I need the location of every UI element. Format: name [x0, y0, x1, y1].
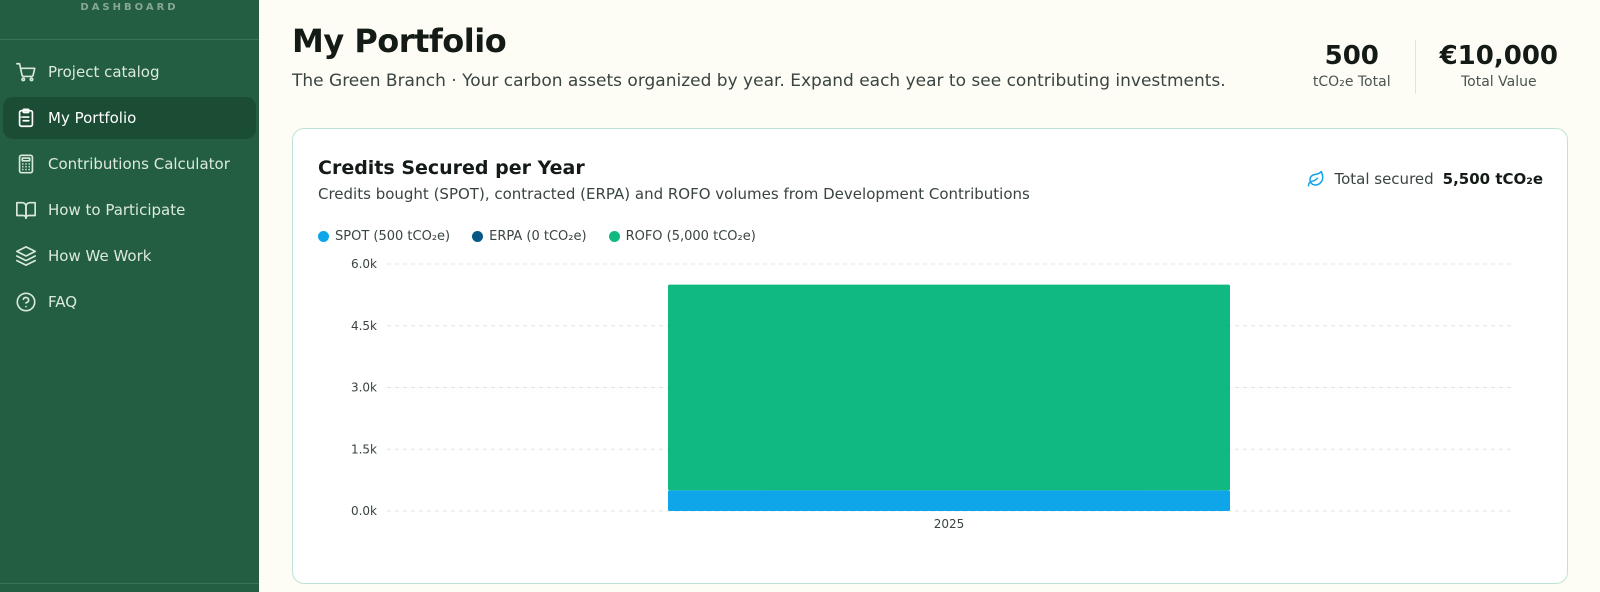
stat-label: Total Value	[1460, 74, 1537, 90]
sidebar-item-label: How We Work	[48, 247, 152, 265]
sidebar-item-faq[interactable]: FAQ	[3, 281, 256, 323]
sidebar-item-label: FAQ	[48, 293, 78, 311]
clipboard-icon	[15, 107, 37, 129]
legend-label: SPOT (500 tCO₂e)	[335, 229, 451, 244]
legend-dot	[472, 231, 484, 242]
y-tick-label: 6.0k	[351, 257, 377, 271]
sidebar-item-contributions-calculator[interactable]: Contributions Calculator	[3, 143, 256, 185]
x-tick-label: 2025	[934, 517, 965, 531]
legend-item-rofo[interactable]: ROFO (5,000 tCO₂e)	[608, 229, 756, 244]
bar-spot-2025[interactable]	[668, 490, 1230, 511]
book-icon	[15, 199, 37, 221]
legend-dot	[608, 231, 620, 242]
sidebar-item-my-portfolio[interactable]: My Portfolio	[3, 97, 256, 139]
sidebar-item-project-catalog[interactable]: Project catalog	[3, 51, 256, 93]
y-tick-label: 4.5k	[351, 319, 377, 333]
calculator-icon	[15, 153, 37, 175]
sidebar-item-label: My Portfolio	[48, 109, 137, 127]
sidebar-item-how-to-participate[interactable]: How to Participate	[3, 189, 256, 231]
card-subtitle: Credits bought (SPOT), contracted (ERPA)…	[318, 185, 1030, 203]
stat-label: tCO₂e Total	[1312, 74, 1391, 90]
sidebar-header-label: DASHBOARD	[80, 2, 179, 13]
y-tick-label: 3.0k	[351, 381, 377, 395]
credits-chart-card: Credits Secured per Year Credits bought …	[292, 128, 1568, 584]
sidebar: DASHBOARD Project catalog My Portfolio C…	[0, 0, 259, 592]
legend-item-spot[interactable]: SPOT (500 tCO₂e)	[318, 229, 450, 244]
cart-icon	[15, 61, 37, 83]
chart-labels: 0.0k 1.5k 3.0k 4.5k 6.0k 2025	[351, 257, 964, 531]
legend-dot	[318, 231, 329, 242]
legend-item-erpa[interactable]: ERPA (0 tCO₂e)	[472, 229, 587, 244]
stat-total-value: €10,000 Total Value	[1430, 40, 1568, 90]
legend-label: ERPA (0 tCO₂e)	[489, 229, 587, 244]
chart-bars	[668, 284, 1230, 511]
legend-label: ROFO (5,000 tCO₂e)	[625, 229, 756, 244]
y-tick-label: 0.0k	[351, 504, 377, 518]
stat-value: €10,000	[1439, 41, 1558, 71]
card-title: Credits Secured per Year	[318, 157, 585, 179]
summary-stats: 500 tCO₂e Total €10,000 Total Value	[1303, 40, 1568, 94]
sidebar-nav: Project catalog My Portfolio Contributio…	[0, 40, 259, 323]
total-secured-label: Total secured	[1334, 170, 1434, 188]
sidebar-item-label: How to Participate	[48, 201, 186, 219]
sidebar-header: DASHBOARD	[0, 0, 259, 40]
sidebar-item-how-we-work[interactable]: How We Work	[3, 235, 256, 277]
total-secured-value: 5,500 tCO₂e	[1442, 170, 1543, 188]
leaf-icon	[1307, 170, 1325, 188]
stat-total-tco2e: 500 tCO₂e Total	[1303, 40, 1401, 90]
sidebar-footer-divider	[0, 583, 259, 584]
chart-legend: SPOT (500 tCO₂e) ERPA (0 tCO₂e) ROFO (5,…	[318, 229, 778, 244]
page-subtitle: The Green Branch · Your carbon assets or…	[292, 71, 1226, 91]
page-title: My Portfolio	[292, 22, 507, 60]
sidebar-item-label: Project catalog	[48, 63, 160, 81]
credits-bar-chart: 0.0k 1.5k 3.0k 4.5k 6.0k 2025	[351, 257, 1511, 531]
main-content: My Portfolio The Green Branch · Your car…	[259, 0, 1600, 592]
help-circle-icon	[15, 291, 37, 313]
total-secured: Total secured 5,500 tCO₂e	[1307, 170, 1543, 188]
sidebar-item-label: Contributions Calculator	[48, 155, 230, 173]
y-tick-label: 1.5k	[351, 442, 377, 456]
layers-icon	[15, 245, 37, 267]
stat-divider	[1414, 40, 1416, 94]
bar-rofo-2025[interactable]	[668, 284, 1230, 491]
stat-value: 500	[1324, 41, 1379, 71]
